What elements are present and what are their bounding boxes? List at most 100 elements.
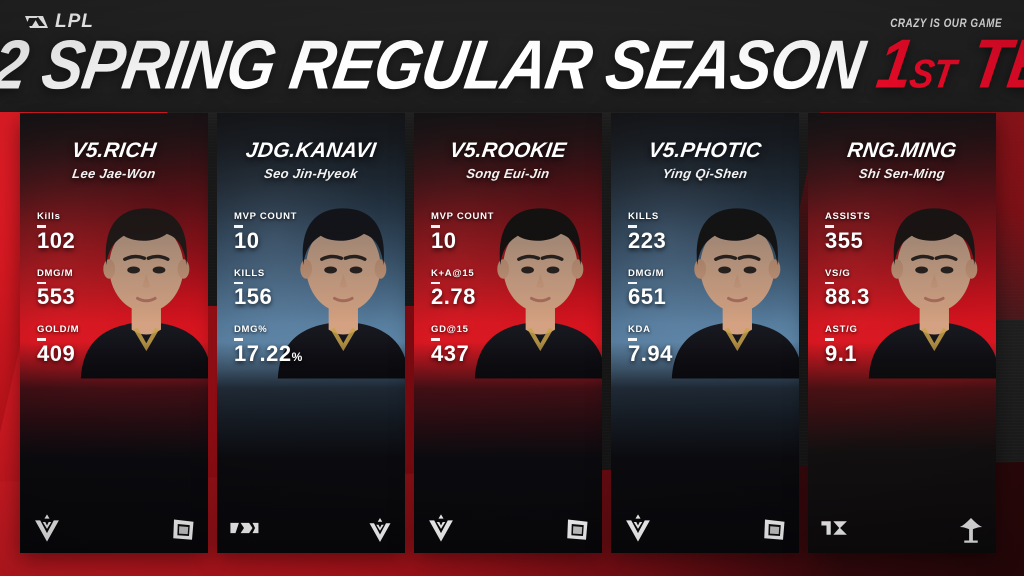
card-header: V5.PHOTIC Ying Qi-Shen bbox=[611, 139, 799, 181]
stat-value: 102 bbox=[37, 227, 79, 253]
stat-divider bbox=[628, 281, 637, 284]
stat-block: ASSISTS 355 bbox=[825, 211, 871, 253]
card-bottom-shade bbox=[20, 341, 208, 553]
player-real-name: Ying Qi-Shen bbox=[661, 166, 749, 181]
stat-label: Kills bbox=[37, 211, 61, 222]
player-card[interactable]: V5.PHOTIC Ying Qi-Shen KILLS 223 DMG/M 651 KDA… bbox=[611, 113, 799, 553]
stat-label: MVP COUNT bbox=[431, 211, 495, 222]
card-top-shade bbox=[414, 113, 602, 325]
stat-value: 355 bbox=[825, 227, 871, 253]
stat-divider bbox=[234, 338, 243, 341]
card-bottom-shade bbox=[217, 341, 405, 553]
stat-value: 553 bbox=[37, 285, 79, 309]
title-main-text: 2022 SPRING REGULAR SEASON bbox=[0, 26, 870, 105]
title-accent-suffix: ST bbox=[906, 50, 959, 97]
stat-value: 10 bbox=[234, 227, 303, 253]
stat-divider bbox=[628, 225, 637, 228]
player-real-name: Lee Jae-Won bbox=[71, 166, 157, 181]
card-top-shade bbox=[217, 113, 405, 325]
stat-block: MVP COUNT 10 bbox=[431, 211, 494, 253]
stat-number: 651 bbox=[628, 284, 667, 309]
player-real-name: Shi Sen-Ming bbox=[857, 166, 947, 181]
stat-block: DMG/M 553 bbox=[37, 268, 79, 310]
stat-number: 17.22 bbox=[234, 340, 292, 366]
stat-label: KDA bbox=[628, 324, 651, 335]
stat-divider bbox=[431, 225, 440, 228]
stat-value: 409 bbox=[37, 340, 79, 366]
card-bottom-shade bbox=[808, 341, 996, 553]
card-top-shade bbox=[20, 113, 208, 325]
player-tag: V5.ROOKIE bbox=[448, 139, 568, 162]
stat-label: DMG/M bbox=[628, 267, 665, 279]
player-card[interactable]: RNG.MING Shi Sen-Ming ASSISTS 355 VS/G 88.3 AS… bbox=[808, 113, 996, 553]
stat-divider bbox=[825, 225, 834, 228]
player-tag: V5.PHOTIC bbox=[647, 139, 763, 162]
stat-value: 9.1 bbox=[825, 340, 871, 366]
stat-label: AST/G bbox=[825, 324, 858, 335]
stat-block: MVP COUNT 10 bbox=[234, 211, 303, 253]
stat-value: 7.94 bbox=[628, 341, 673, 366]
stat-divider bbox=[825, 281, 834, 284]
lpl-logo: LPL bbox=[24, 11, 94, 32]
player-card-row: V5.RICH Lee Jae-Won Kills 102 DMG/M 553 GOLD/M… bbox=[20, 113, 996, 553]
player-real-name: Seo Jin-Hyeok bbox=[263, 166, 359, 181]
stat-number: 223 bbox=[628, 227, 667, 253]
player-card[interactable]: V5.ROOKIE Song Eui-Jin MVP COUNT 10 K+A@15 2.… bbox=[414, 113, 602, 553]
stat-label: MVP COUNT bbox=[234, 211, 298, 222]
title-accent-text: 1ST TEAM bbox=[871, 26, 1024, 110]
stat-block: K+A@15 2.78 bbox=[431, 268, 494, 310]
stat-value: 88.3 bbox=[825, 285, 871, 309]
stat-label: KILLS bbox=[234, 267, 265, 279]
stat-value: 10 bbox=[431, 228, 494, 253]
lpl-wordmark: LPL bbox=[55, 11, 94, 32]
stat-list: Kills 102 DMG/M 553 GOLD/M 409 bbox=[37, 211, 79, 381]
card-top-shade bbox=[808, 113, 996, 325]
stat-number: 355 bbox=[825, 227, 864, 253]
stat-number: 409 bbox=[37, 340, 76, 366]
stat-number: 156 bbox=[234, 284, 273, 309]
stat-list: MVP COUNT 10 K+A@15 2.78 GD@15 437 bbox=[431, 211, 494, 381]
stat-unit: % bbox=[291, 349, 303, 364]
stat-divider bbox=[234, 225, 243, 228]
stat-value: 437 bbox=[431, 341, 494, 366]
poster-title: 2022 SPRING REGULAR SEASON 1ST TEAM bbox=[0, 26, 1024, 110]
card-bottom-shade bbox=[611, 341, 799, 553]
stat-block: Kills 102 bbox=[37, 211, 79, 253]
card-top-shade bbox=[611, 113, 799, 325]
title-accent-word: TEAM bbox=[965, 26, 1024, 104]
lpl-angular-mark-icon bbox=[25, 16, 48, 28]
stat-number: 88.3 bbox=[825, 284, 870, 309]
stat-label: VS/G bbox=[825, 267, 851, 279]
stat-label: GOLD/M bbox=[37, 324, 80, 335]
player-card[interactable]: V5.RICH Lee Jae-Won Kills 102 DMG/M 553 GOLD/M… bbox=[20, 113, 208, 553]
player-real-name: Song Eui-Jin bbox=[465, 166, 551, 181]
stat-list: ASSISTS 355 VS/G 88.3 AST/G 9.1 bbox=[825, 211, 871, 381]
card-header: JDG.KANAVI Seo Jin-Hyeok bbox=[217, 139, 405, 181]
stat-block: AST/G 9.1 bbox=[825, 324, 871, 366]
stat-number: 10 bbox=[234, 227, 260, 253]
stat-block: GD@15 437 bbox=[431, 324, 494, 366]
stat-divider bbox=[628, 338, 637, 341]
stat-block: VS/G 88.3 bbox=[825, 268, 871, 310]
stat-block: KDA 7.94 bbox=[628, 324, 673, 366]
stat-block: KILLS 156 bbox=[234, 268, 303, 310]
stat-list: MVP COUNT 10 KILLS 156 DMG% 17.22% bbox=[234, 211, 303, 384]
stat-divider bbox=[37, 281, 46, 284]
stat-list: KILLS 223 DMG/M 651 KDA 7.94 bbox=[628, 211, 673, 381]
stat-label: KILLS bbox=[628, 211, 659, 222]
stat-number: 9.1 bbox=[825, 340, 858, 366]
stat-number: 102 bbox=[37, 227, 76, 253]
stat-label: DMG/M bbox=[37, 267, 74, 279]
player-card[interactable]: JDG.KANAVI Seo Jin-Hyeok MVP COUNT 10 KILLS 1… bbox=[217, 113, 405, 553]
stat-value: 156 bbox=[234, 285, 303, 309]
stat-value: 223 bbox=[628, 227, 673, 253]
stat-divider bbox=[431, 338, 440, 341]
stat-value: 17.22% bbox=[234, 340, 303, 369]
card-header: RNG.MING Shi Sen-Ming bbox=[808, 139, 996, 181]
card-bottom-shade bbox=[414, 341, 602, 553]
stat-block: DMG% 17.22% bbox=[234, 324, 303, 369]
player-tag: V5.RICH bbox=[70, 139, 158, 162]
stat-divider bbox=[825, 338, 834, 341]
stat-label: DMG% bbox=[234, 324, 268, 335]
stat-block: KILLS 223 bbox=[628, 211, 673, 253]
